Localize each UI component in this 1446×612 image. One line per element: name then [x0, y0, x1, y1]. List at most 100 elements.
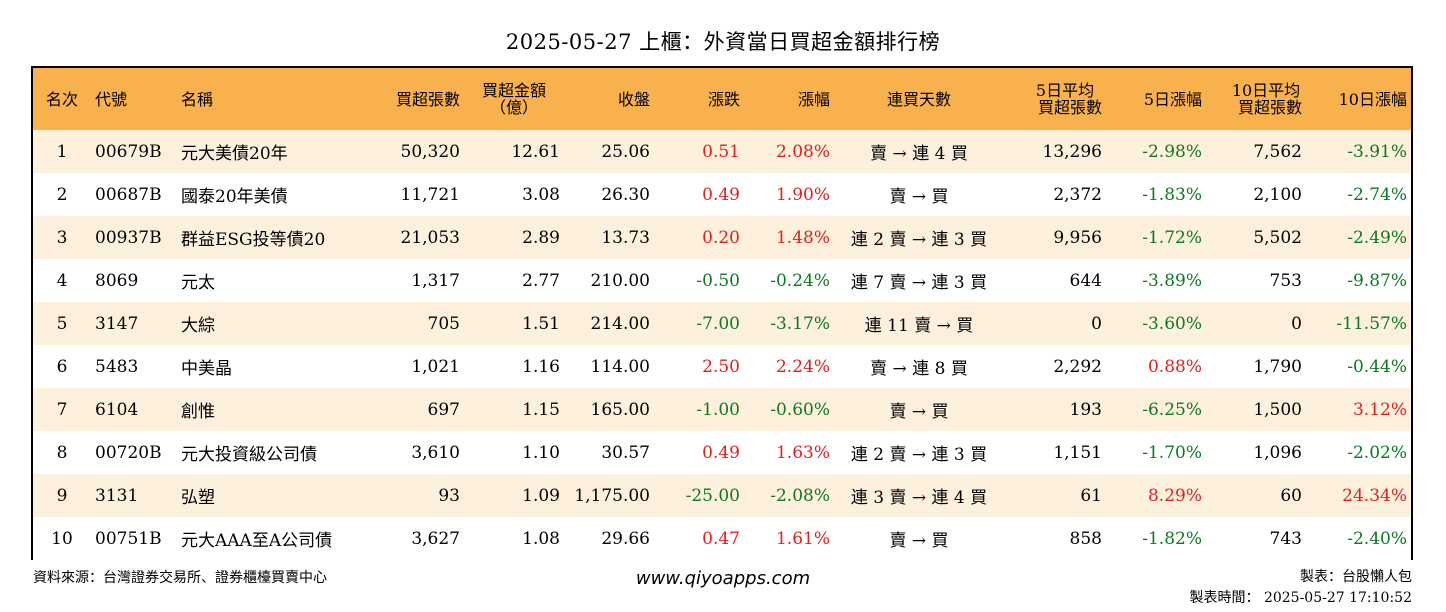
header-buy-amount-line1: 買超金額 — [481, 81, 546, 100]
name-cell: 中美晶 — [181, 359, 232, 379]
table-row: 6 5483 中美晶 1,021 1.16 114.00 2.50 2.24% 賣 → 連 8 … — [33, 345, 1411, 388]
avg5-cell: 644 — [1069, 270, 1102, 291]
made-time-label: 製表時間： 2025-05-27 17:10:52 — [1189, 590, 1413, 606]
table-body: 1 00679B 元大美債20年 50,320 12.61 25.06 0.51 2.08% 賣… — [33, 130, 1411, 560]
website-url: www.qiyoapps.com — [635, 568, 811, 589]
close-cell: 210.00 — [590, 270, 650, 291]
header-pct10: 10日漲幅 — [1338, 89, 1407, 109]
change-cell: 2.50 — [702, 356, 740, 377]
header-avg5-line2: 買超張數 — [1037, 98, 1102, 117]
streak-cell: 連 2 賣 → 連 3 買 — [850, 230, 988, 250]
header-avg10-line2: 買超張數 — [1237, 98, 1302, 117]
avg10-cell: 753 — [1269, 270, 1302, 291]
header-code: 代號 — [95, 89, 128, 109]
buy-shares-cell: 3,610 — [411, 442, 460, 463]
code-cell: 3147 — [95, 313, 139, 334]
table-row: 7 6104 創惟 697 1.15 165.00 -1.00 -0.60% 賣 → 買 193 -… — [33, 388, 1411, 431]
rank-cell: 2 — [56, 184, 68, 205]
change-cell: 0.51 — [702, 141, 740, 162]
avg5-cell: 9,956 — [1053, 227, 1102, 248]
header-streak: 連買天數 — [886, 89, 951, 109]
pct10-cell: 3.12% — [1352, 399, 1407, 420]
buy-amount-cell: 1.10 — [522, 442, 560, 463]
close-cell: 214.00 — [590, 313, 650, 334]
table-row: 10 00751B 元大AAA至A公司債 3,627 1.08 29.66 0.47 1.61… — [33, 517, 1411, 560]
pct5-cell: -1.83% — [1142, 184, 1202, 205]
pct5-cell: -1.70% — [1142, 442, 1202, 463]
code-cell: 00720B — [95, 442, 162, 463]
table-row: 3 00937B 群益ESG投等債20 21,053 2.89 13.73 0.20 1.48… — [33, 216, 1411, 259]
change-pct-cell: 1.63% — [775, 442, 830, 463]
name-cell: 元大AAA至A公司債 — [181, 531, 333, 551]
change-cell: 0.47 — [702, 528, 740, 549]
buy-shares-cell: 697 — [427, 399, 460, 420]
header-avg5-line1: 5日平均 — [1035, 81, 1095, 100]
change-pct-cell: -0.24% — [770, 270, 830, 291]
buy-amount-cell: 1.09 — [522, 485, 560, 506]
code-cell: 3131 — [95, 485, 139, 506]
name-cell: 國泰20年美債 — [181, 187, 288, 207]
avg5-cell: 2,292 — [1053, 356, 1102, 377]
header-change-pct: 漲幅 — [797, 89, 830, 109]
streak-cell: 賣 → 買 — [889, 187, 949, 207]
buy-amount-cell: 1.16 — [522, 356, 560, 377]
author-label: 製表：台股懶人包 — [1300, 569, 1412, 585]
table-row: 8 00720B 元大投資級公司債 3,610 1.10 30.57 0.49 1.63% 連 … — [33, 431, 1411, 474]
header-avg10-line1: 10日平均 — [1231, 81, 1301, 100]
pct5-cell: 8.29% — [1147, 485, 1202, 506]
code-cell: 8069 — [95, 270, 139, 291]
change-cell: 0.49 — [702, 184, 740, 205]
rank-cell: 8 — [56, 442, 68, 463]
rank-cell: 6 — [56, 356, 68, 377]
ranking-table-container: 名次 代號 名稱 買超張數 買超金額 （億） 收盤 漲跌 漲幅 連買天數 5日平… — [31, 66, 1413, 560]
streak-cell: 連 2 賣 → 連 3 買 — [850, 445, 988, 465]
avg5-cell: 61 — [1080, 485, 1102, 506]
change-cell: 0.20 — [702, 227, 740, 248]
buy-amount-cell: 3.08 — [522, 184, 560, 205]
streak-cell: 連 11 賣 → 買 — [864, 316, 974, 336]
avg10-cell: 7,562 — [1253, 141, 1302, 162]
footer-credits: 製表：台股懶人包 製表時間： 2025-05-27 17:10:52 — [1190, 567, 1413, 609]
name-cell: 元大美債20年 — [181, 144, 288, 164]
buy-amount-cell: 2.77 — [522, 270, 560, 291]
buy-amount-cell: 1.08 — [522, 528, 560, 549]
buy-shares-cell: 50,320 — [400, 141, 460, 162]
header-avg10: 10日平均 買超張數 — [1206, 68, 1306, 130]
avg5-cell: 858 — [1069, 528, 1102, 549]
header-buy-amount: 買超金額 （億） — [464, 68, 564, 130]
avg5-cell: 13,296 — [1042, 141, 1102, 162]
change-pct-cell: 1.48% — [775, 227, 830, 248]
close-cell: 13.73 — [601, 227, 650, 248]
avg5-cell: 2,372 — [1053, 184, 1102, 205]
buy-shares-cell: 3,627 — [411, 528, 460, 549]
code-cell: 00687B — [95, 184, 162, 205]
buy-shares-cell: 21,053 — [400, 227, 460, 248]
avg10-cell: 1,500 — [1253, 399, 1302, 420]
pct10-cell: -2.74% — [1347, 184, 1407, 205]
close-cell: 165.00 — [590, 399, 650, 420]
change-pct-cell: 1.90% — [775, 184, 830, 205]
pct5-cell: -1.82% — [1142, 528, 1202, 549]
change-pct-cell: -0.60% — [770, 399, 830, 420]
header-buy-amount-line2: （億） — [489, 98, 538, 117]
change-pct-cell: -3.17% — [770, 313, 830, 334]
avg10-cell: 0 — [1291, 313, 1302, 334]
avg5-cell: 1,151 — [1053, 442, 1102, 463]
avg10-cell: 5,502 — [1253, 227, 1302, 248]
buy-amount-cell: 2.89 — [522, 227, 560, 248]
table-row: 9 3131 弘塑 93 1.09 1,175.00 -25.00 -2.08% 連 3 賣 →… — [33, 474, 1411, 517]
pct5-cell: -3.89% — [1142, 270, 1202, 291]
rank-cell: 4 — [56, 270, 68, 291]
change-cell: 0.49 — [702, 442, 740, 463]
change-cell: -7.00 — [696, 313, 740, 334]
code-cell: 6104 — [95, 399, 139, 420]
table-row: 2 00687B 國泰20年美債 11,721 3.08 26.30 0.49 1.90% 賣 … — [33, 173, 1411, 216]
buy-amount-cell: 1.51 — [522, 313, 560, 334]
close-cell: 29.66 — [601, 528, 650, 549]
pct10-cell: -2.49% — [1347, 227, 1407, 248]
name-cell: 群益ESG投等債20 — [181, 230, 326, 250]
avg10-cell: 60 — [1280, 485, 1302, 506]
avg10-cell: 743 — [1269, 528, 1302, 549]
streak-cell: 賣 → 連 8 買 — [870, 359, 968, 379]
pct10-cell: -9.87% — [1347, 270, 1407, 291]
